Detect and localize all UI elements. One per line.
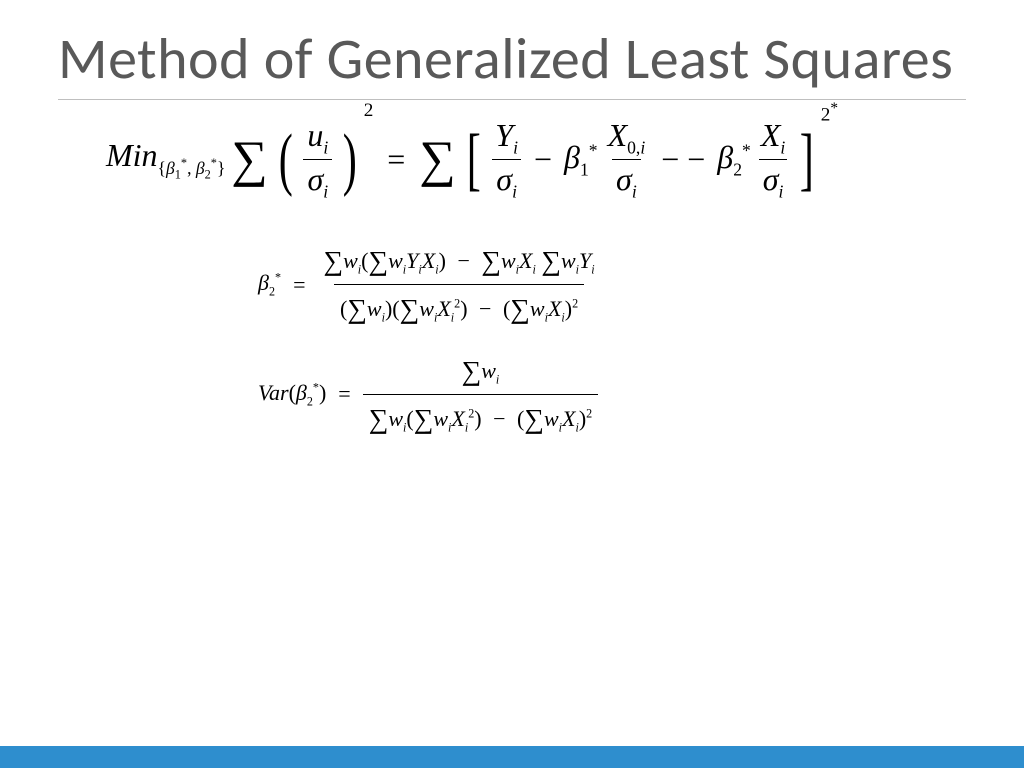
minus: − [528, 141, 558, 178]
beta2-lhs: β2* [258, 270, 281, 299]
rparen: ) [343, 128, 357, 191]
math-area: Min{β1*, β2*} ∑ ( ui σi ) 2 = ∑ [ Yi σi … [58, 100, 966, 439]
slide-title: Method of Generalized Least Squares [58, 28, 966, 91]
beta2-star: β2* [717, 139, 751, 180]
equation-var: Var(β2*) = ∑wi ∑wi(∑wiXi2) − (∑wiXi)2 [258, 350, 966, 440]
equals-3: = [330, 381, 358, 407]
equation-min: Min{β1*, β2*} ∑ ( ui σi ) 2 = ∑ [ Yi σi … [106, 118, 966, 202]
equals-2: = [285, 272, 313, 298]
frac-y: Yi σi [491, 118, 522, 202]
exponent-2star: 2* [821, 100, 838, 126]
bottom-accent-bar [0, 746, 1024, 768]
frac-xi: Xi σi [757, 118, 789, 202]
equation-block: β2* = ∑wi(∑wiYiXi) − ∑wiXi ∑wiYi (∑wi)(∑… [258, 240, 966, 439]
var-fraction: ∑wi ∑wi(∑wiXi2) − (∑wiXi)2 [363, 350, 599, 440]
frac-x0: X0,i σi [604, 118, 650, 202]
sum-symbol: ∑ [231, 134, 268, 185]
slide: Method of Generalized Least Squares Min{… [0, 0, 1024, 768]
min-operator: Min{β1*, β2*} [106, 137, 225, 182]
frac-u-over-sigma: ui σi [303, 118, 332, 202]
minus-2: − − [655, 141, 711, 178]
equation-beta2: β2* = ∑wi(∑wiYiXi) − ∑wiXi ∑wiYi (∑wi)(∑… [258, 240, 966, 330]
lbracket: [ [467, 128, 481, 191]
lparen: ( [279, 128, 293, 191]
beta2-fraction: ∑wi(∑wiYiXi) − ∑wiXi ∑wiYi (∑wi)(∑wiXi2)… [317, 240, 600, 330]
equals: = [379, 141, 413, 178]
var-lhs: Var(β2*) [258, 380, 326, 409]
exponent-2: 2 [364, 100, 374, 122]
beta1-star: β1* [564, 139, 598, 180]
rbracket: ] [800, 128, 814, 191]
sum-symbol-2: ∑ [419, 134, 456, 185]
